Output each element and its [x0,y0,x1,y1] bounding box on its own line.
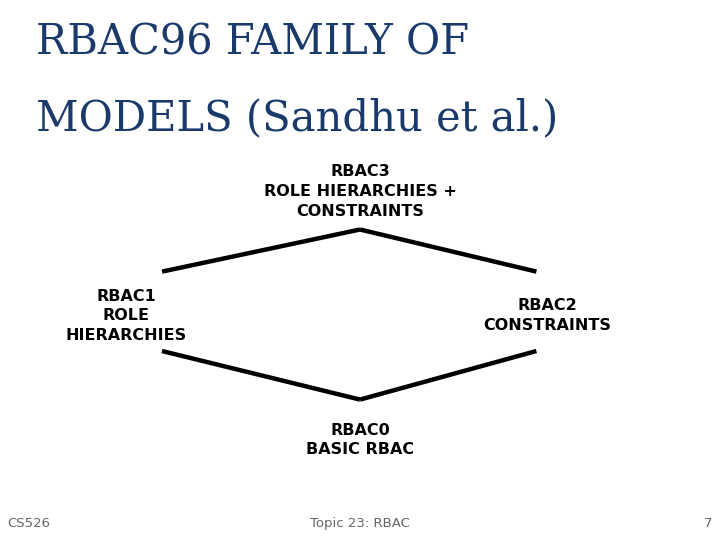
Text: RBAC0
BASIC RBAC: RBAC0 BASIC RBAC [306,423,414,457]
Text: 7: 7 [704,517,713,530]
Text: MODELS (Sandhu et al.): MODELS (Sandhu et al.) [36,97,558,139]
Text: RBAC96 FAMILY OF: RBAC96 FAMILY OF [36,22,469,64]
Text: RBAC3
ROLE HIERARCHIES +
CONSTRAINTS: RBAC3 ROLE HIERARCHIES + CONSTRAINTS [264,164,456,219]
Text: RBAC2
CONSTRAINTS: RBAC2 CONSTRAINTS [483,299,611,333]
Text: Topic 23: RBAC: Topic 23: RBAC [310,517,410,530]
Text: CS526: CS526 [7,517,50,530]
Text: RBAC1
ROLE
HIERARCHIES: RBAC1 ROLE HIERARCHIES [66,288,186,343]
